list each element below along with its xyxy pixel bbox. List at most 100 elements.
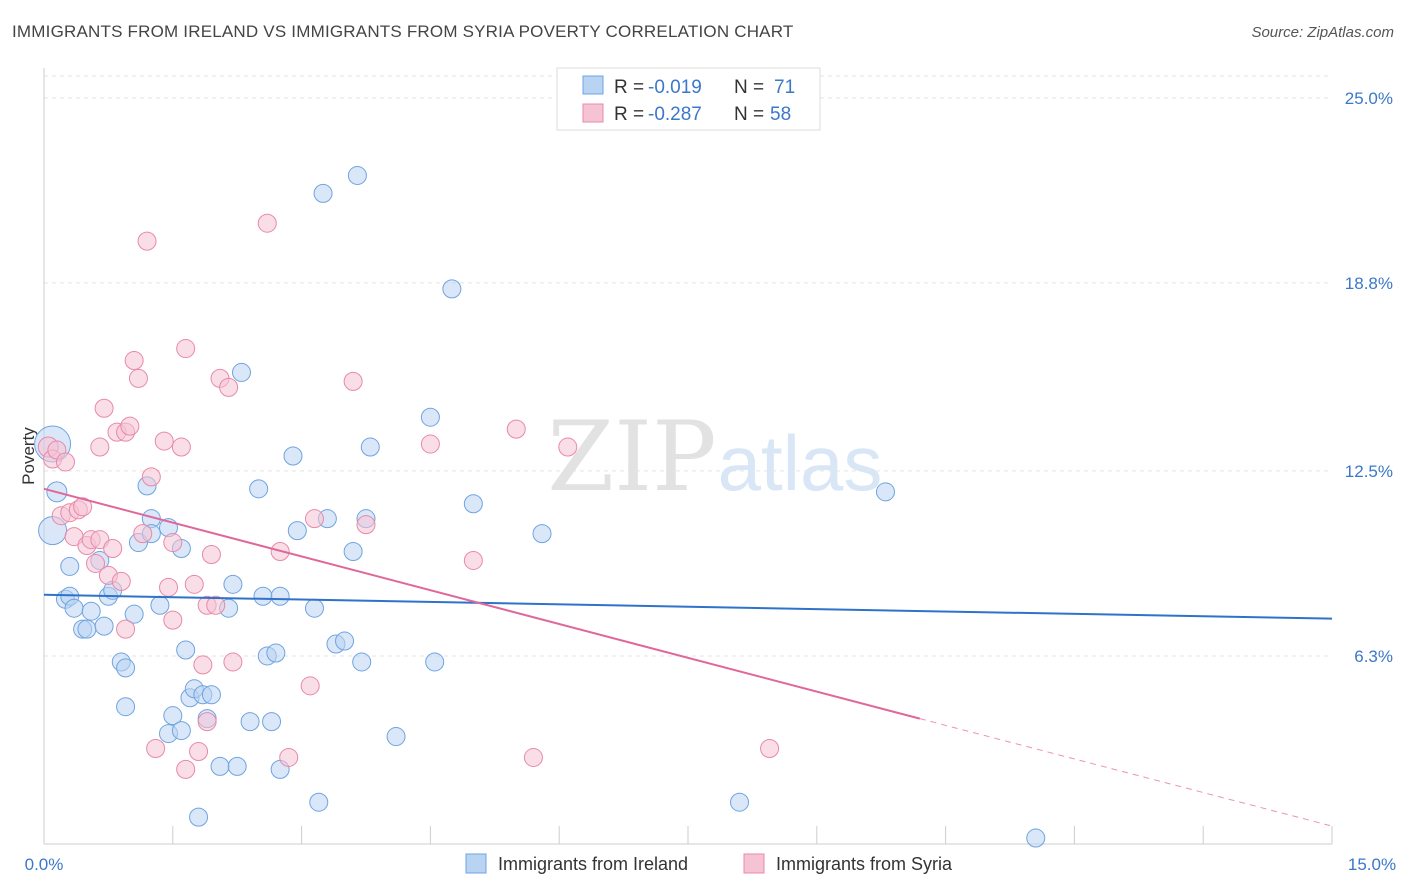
- data-point: [279, 747, 299, 767]
- data-point: [1026, 828, 1046, 848]
- data-point: [356, 515, 376, 535]
- data-point: [193, 655, 213, 675]
- data-point: [201, 685, 221, 705]
- data-point: [262, 712, 282, 732]
- x-tick-label-min: 0.0%: [25, 855, 64, 874]
- data-point: [875, 482, 895, 502]
- watermark: ZIP atlas: [547, 401, 882, 513]
- data-point: [184, 574, 204, 594]
- data-point: [257, 213, 277, 233]
- data-point: [287, 521, 307, 541]
- stats-legend-r-value-syria: -0.287: [648, 104, 702, 125]
- data-point: [558, 437, 578, 457]
- data-point: [189, 741, 209, 761]
- data-point: [176, 339, 196, 359]
- y-tick-label: 6.3%: [1354, 647, 1393, 666]
- data-point: [163, 706, 183, 726]
- data-point: [425, 652, 445, 672]
- trend-line-ireland: [43, 593, 1333, 620]
- data-point: [55, 452, 75, 472]
- data-point: [335, 631, 355, 651]
- data-point: [253, 586, 273, 606]
- data-point: [128, 368, 148, 388]
- data-point: [154, 431, 174, 451]
- data-point: [81, 601, 101, 621]
- data-point: [352, 652, 372, 672]
- data-point: [304, 598, 324, 618]
- stats-legend-n-label-ireland: N =: [734, 77, 764, 98]
- data-point: [176, 759, 196, 779]
- y-tick-labels: 25.0% 18.8% 12.5% 6.3%: [1345, 89, 1393, 666]
- data-point: [116, 697, 136, 717]
- data-point: [532, 524, 552, 544]
- data-point: [163, 533, 183, 553]
- data-point: [163, 610, 183, 630]
- data-point: [124, 604, 144, 624]
- data-point: [124, 350, 144, 370]
- data-point: [343, 371, 363, 391]
- stats-legend-swatch-syria: [582, 103, 604, 123]
- series-legend-label-syria: Immigrants from Syria: [776, 854, 953, 874]
- data-point: [249, 479, 269, 499]
- data-point: [240, 712, 260, 732]
- data-point: [206, 595, 226, 615]
- series-syria-points: [37, 213, 780, 779]
- data-point: [150, 595, 170, 615]
- data-point: [120, 416, 140, 436]
- trend-line-syria-extension: [919, 718, 1333, 827]
- stats-legend-swatch-ireland: [582, 75, 604, 95]
- data-point: [266, 643, 286, 663]
- series-legend-label-ireland: Immigrants from Ireland: [498, 854, 688, 874]
- data-point: [137, 231, 157, 251]
- data-point: [103, 539, 123, 559]
- data-point: [116, 658, 136, 678]
- data-point: [283, 446, 303, 466]
- data-point: [386, 727, 406, 747]
- data-point: [94, 616, 114, 636]
- data-point: [730, 792, 750, 812]
- stats-legend-n-value-ireland: 71: [774, 77, 795, 98]
- data-point: [77, 619, 97, 639]
- data-point: [146, 738, 166, 758]
- watermark-zip: ZIP: [547, 401, 716, 513]
- stats-legend-r-value-ireland: -0.019: [648, 77, 702, 98]
- trend-lines: [43, 487, 1333, 827]
- data-point: [94, 398, 114, 418]
- stats-legend-r-label-syria: R =: [614, 104, 644, 125]
- stats-legend: R = -0.019 N = 71 R = -0.287 N = 58: [556, 67, 821, 131]
- x-tick-label-max: 15.0%: [1348, 855, 1396, 874]
- series-legend-swatch-ireland: [465, 853, 487, 874]
- data-point: [189, 807, 209, 827]
- data-point: [86, 553, 106, 573]
- data-point: [60, 556, 80, 576]
- trend-line-syria: [43, 487, 921, 720]
- series-legend: Immigrants from Ireland Immigrants from …: [465, 853, 953, 874]
- data-point: [523, 747, 543, 767]
- data-point: [64, 598, 84, 618]
- data-point: [347, 165, 367, 185]
- data-point: [463, 494, 483, 514]
- data-point: [227, 756, 247, 776]
- data-point: [201, 544, 221, 564]
- watermark-atlas: atlas: [718, 419, 883, 507]
- y-tick-label: 25.0%: [1345, 89, 1393, 108]
- data-point: [159, 577, 179, 597]
- data-point: [223, 652, 243, 672]
- data-point: [231, 362, 251, 382]
- data-point: [210, 756, 230, 776]
- data-point: [343, 542, 363, 562]
- data-point: [223, 574, 243, 594]
- data-point: [760, 738, 780, 758]
- data-point: [313, 183, 333, 203]
- data-point: [309, 792, 329, 812]
- stats-legend-n-label-syria: N =: [734, 104, 764, 125]
- data-point: [300, 676, 320, 696]
- data-point: [176, 640, 196, 660]
- data-point: [171, 721, 191, 741]
- y-tick-label: 18.8%: [1345, 274, 1393, 293]
- data-point: [171, 437, 191, 457]
- data-point: [111, 571, 131, 591]
- y-axis-title: Poverty: [19, 427, 38, 485]
- data-point: [116, 619, 136, 639]
- data-point: [197, 712, 217, 732]
